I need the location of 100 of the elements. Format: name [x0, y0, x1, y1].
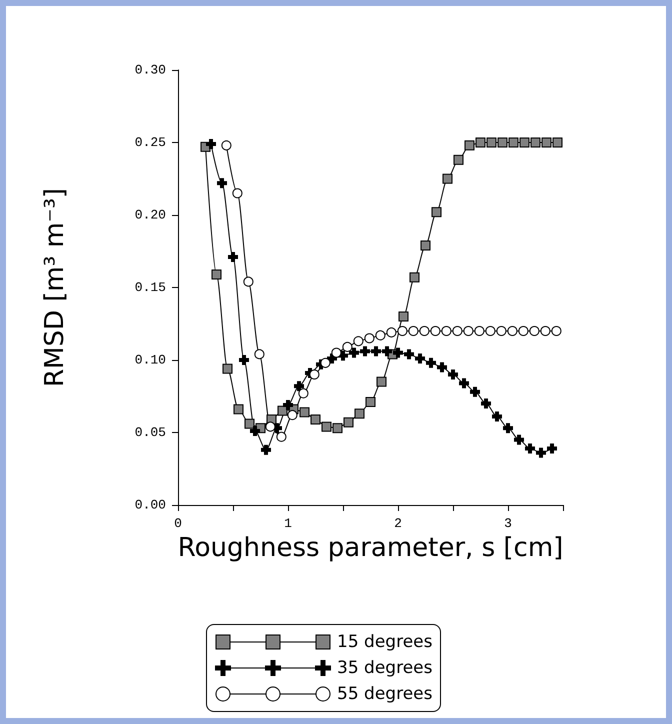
point — [551, 326, 562, 336]
point — [486, 138, 496, 148]
point — [507, 326, 518, 336]
point — [206, 138, 216, 149]
point — [397, 326, 408, 336]
point — [310, 414, 320, 424]
point — [376, 376, 386, 387]
point — [498, 138, 508, 148]
point — [520, 138, 530, 148]
point — [386, 327, 396, 338]
point — [232, 188, 242, 198]
x-tick-label: 2 — [394, 516, 402, 531]
point — [442, 174, 452, 184]
point — [481, 398, 491, 408]
point — [382, 346, 392, 356]
point — [344, 417, 354, 428]
point — [404, 349, 414, 360]
x-tick-label: 3 — [504, 516, 512, 531]
point — [393, 348, 403, 358]
point — [530, 138, 540, 148]
point — [221, 140, 232, 150]
y-tick-label: 0.00 — [134, 498, 166, 512]
point — [410, 272, 420, 282]
point — [294, 381, 304, 392]
point — [261, 444, 271, 455]
point — [354, 408, 364, 419]
point — [454, 154, 464, 165]
point — [239, 355, 249, 365]
point — [552, 138, 562, 148]
legend-label: 35 degrees — [337, 658, 432, 678]
point — [508, 138, 518, 148]
point — [463, 326, 474, 336]
point — [496, 326, 506, 336]
point — [518, 326, 528, 336]
point — [366, 397, 376, 408]
point — [309, 370, 320, 380]
point — [430, 326, 440, 336]
point — [278, 406, 288, 416]
point — [474, 326, 484, 336]
point — [322, 422, 332, 432]
y-tick-label: 0.10 — [134, 352, 166, 368]
y-axis-title: RMSD [m³ m⁻³] — [40, 188, 70, 388]
point — [464, 140, 474, 150]
point — [542, 138, 552, 148]
point — [371, 346, 381, 356]
point — [331, 348, 342, 358]
point — [459, 378, 469, 388]
point — [243, 276, 254, 287]
x-tick-label: 0 — [174, 516, 182, 531]
point — [254, 349, 264, 360]
point — [476, 138, 486, 148]
point — [332, 423, 342, 434]
legend-label: 55 degrees — [337, 684, 432, 704]
point — [364, 333, 374, 344]
point — [419, 326, 430, 336]
point — [514, 434, 524, 445]
point — [547, 443, 557, 454]
point — [283, 400, 293, 410]
y-tick-label: 0.30 — [134, 62, 166, 78]
point — [426, 358, 436, 368]
point — [437, 362, 447, 372]
y-tick-label: 0.25 — [134, 135, 166, 150]
point — [360, 346, 370, 356]
point — [342, 342, 352, 352]
point — [540, 326, 550, 336]
point — [349, 348, 359, 358]
point — [228, 252, 238, 262]
point — [212, 269, 222, 280]
point — [525, 443, 535, 454]
point — [441, 326, 452, 336]
point — [250, 426, 260, 436]
point — [529, 326, 540, 336]
point — [398, 312, 408, 322]
point — [265, 422, 276, 432]
point — [276, 432, 286, 442]
point — [375, 330, 386, 340]
point — [222, 364, 232, 374]
point — [234, 404, 244, 414]
y-tick-label: 0.15 — [134, 280, 166, 295]
point — [320, 358, 330, 368]
point — [470, 386, 480, 397]
point — [217, 178, 227, 188]
point — [300, 407, 310, 418]
y-tick-label: 0.05 — [134, 425, 166, 440]
legend-label: 15 degrees — [337, 632, 432, 652]
point — [353, 336, 364, 346]
point — [432, 207, 442, 218]
point — [415, 354, 425, 364]
point — [408, 326, 418, 336]
x-axis-title: Roughness parameter, s [cm] — [178, 532, 564, 563]
point — [536, 448, 546, 458]
point — [298, 388, 308, 398]
point — [503, 423, 513, 434]
point — [420, 240, 430, 250]
point — [448, 370, 458, 380]
x-tick-label: 1 — [284, 516, 292, 531]
point — [485, 326, 496, 336]
point — [492, 412, 502, 422]
y-tick-label: 0.20 — [134, 208, 166, 222]
point — [287, 410, 298, 420]
